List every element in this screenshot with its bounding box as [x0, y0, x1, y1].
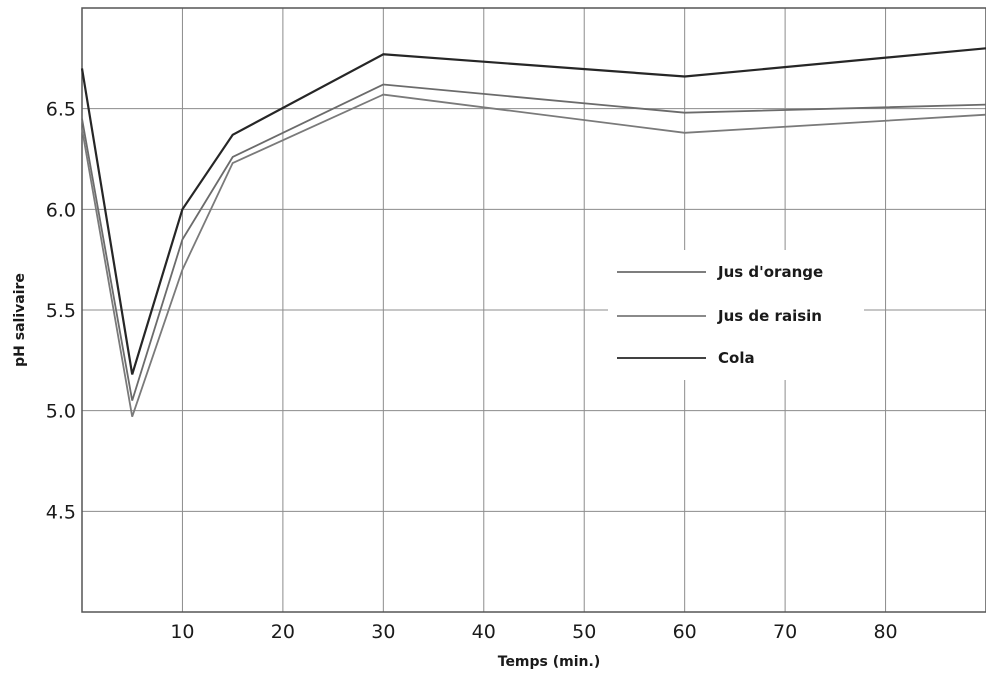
- x-tick-label: 60: [673, 621, 697, 643]
- series-line-jus-d-orange: [81, 83, 986, 401]
- x-tick-label: 80: [873, 621, 897, 643]
- y-tick-label: 4.5: [46, 501, 76, 523]
- series-lines: [80, 47, 986, 417]
- x-tick-label: 70: [773, 621, 797, 643]
- y-axis-title: pH salivaire: [12, 273, 28, 367]
- x-tick-label: 20: [271, 621, 295, 643]
- plot-frame: [81, 7, 986, 613]
- legend-label-jus-d-orange: Jus d'orange: [717, 263, 823, 281]
- x-tick-label: 50: [572, 621, 596, 643]
- series-line-cola: [80, 47, 986, 375]
- legend-label-cola: Cola: [718, 349, 755, 367]
- y-tick-label: 5.5: [46, 300, 76, 322]
- y-tick-labels: 4.5 5.0 5.5 6.0 6.5: [46, 99, 76, 524]
- series-line-jus-de-raisin: [81, 93, 986, 417]
- x-axis-title: Temps (min.): [498, 654, 600, 670]
- legend-label-jus-de-raisin: Jus de raisin: [717, 307, 822, 325]
- y-tick-label: 6.5: [46, 99, 76, 121]
- x-tick-label: 40: [472, 621, 496, 643]
- x-tick-label: 30: [371, 621, 395, 643]
- y-tick-label: 5.0: [46, 401, 76, 423]
- x-tick-label: 10: [170, 621, 194, 643]
- x-tick-labels: 10 20 30 40 50 60 70 80: [170, 621, 897, 643]
- legend: Jus d'orange Jus de raisin Cola: [608, 250, 864, 380]
- y-tick-label: 6.0: [46, 199, 76, 221]
